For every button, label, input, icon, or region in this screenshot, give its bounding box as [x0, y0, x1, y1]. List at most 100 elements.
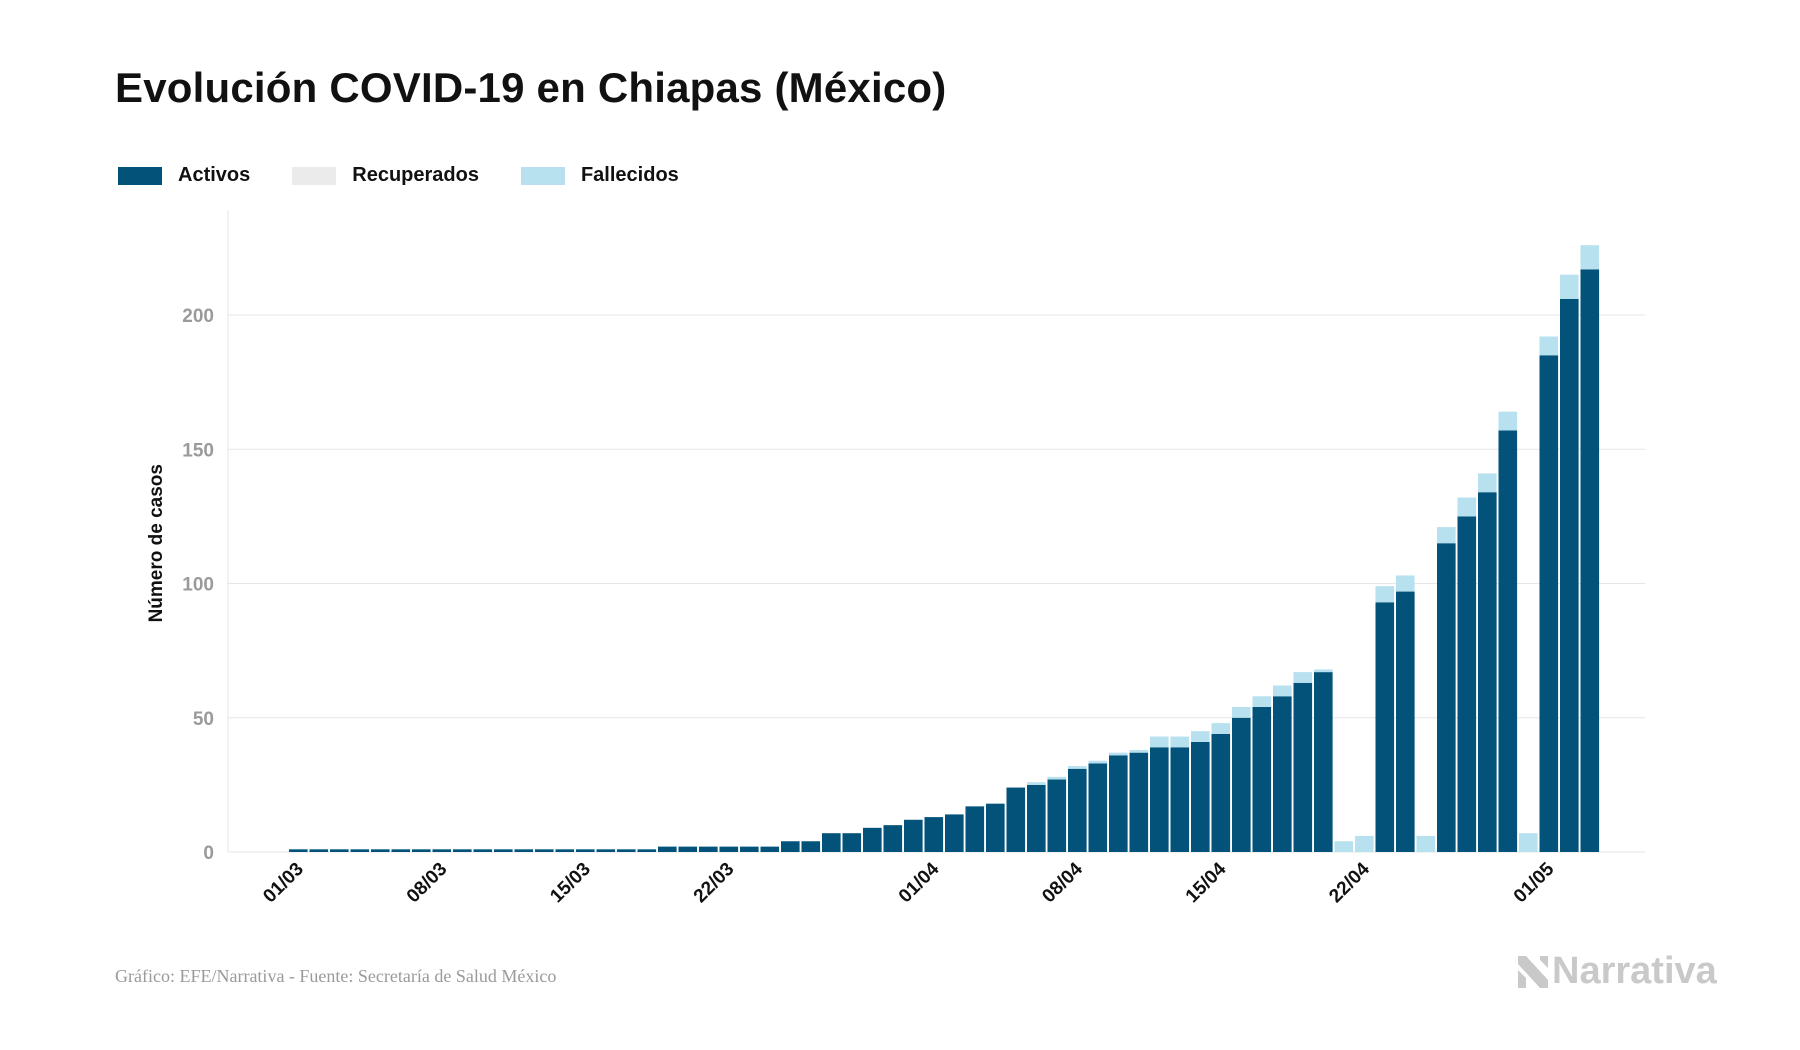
bar-fallecidos	[1416, 835, 1436, 852]
bar-activos	[863, 827, 882, 852]
bar-activos	[1437, 543, 1456, 852]
bar-activos	[1109, 755, 1128, 852]
legend-item-recuperados: Recuperados	[292, 164, 479, 187]
bar-fallecidos	[1539, 336, 1559, 356]
chart-title: Evolución COVID-19 en Chiapas (México)	[115, 64, 947, 111]
bar-activos	[904, 819, 923, 852]
legend: Activos Recuperados Fallecidos	[118, 164, 721, 187]
bar-activos	[1232, 717, 1251, 852]
bar-activos	[781, 841, 800, 852]
bar-fallecidos	[1068, 766, 1087, 769]
bar-activos	[801, 841, 821, 852]
bar-activos	[1314, 672, 1333, 852]
y-tick-label: 100	[182, 575, 214, 596]
legend-item-fallecidos: Fallecidos	[520, 164, 679, 187]
x-tick-label: 08/04	[1038, 858, 1087, 907]
bar-activos	[678, 846, 698, 852]
bar-activos	[1088, 763, 1108, 852]
bar-fallecidos	[1314, 669, 1333, 673]
bar-activos	[432, 849, 452, 852]
bar-activos	[658, 846, 677, 852]
x-tick-label: 01/05	[1510, 858, 1559, 907]
x-tick-label: 01/04	[895, 858, 944, 907]
bar-fallecidos	[1293, 672, 1313, 683]
bar-activos	[1191, 741, 1210, 852]
y-tick-label: 200	[182, 306, 214, 327]
bar-fallecidos	[1232, 707, 1251, 718]
legend-label-fallecidos: Fallecidos	[580, 164, 679, 186]
bar-activos	[637, 849, 657, 852]
bar-fallecidos	[1334, 841, 1354, 852]
bar-activos	[719, 846, 739, 852]
bar-activos	[494, 849, 513, 852]
bar-activos	[412, 849, 431, 852]
x-tick-label: 22/04	[1325, 858, 1374, 907]
bar-activos	[473, 849, 493, 852]
bar-activos	[1006, 787, 1026, 852]
bar-activos	[1396, 591, 1415, 852]
x-tick-label: 15/03	[546, 859, 594, 907]
bar-activos	[822, 833, 841, 852]
y-axis-title: Número de casos	[146, 464, 167, 622]
y-tick-label: 150	[182, 440, 214, 461]
bar-activos	[760, 846, 780, 852]
bar-fallecidos	[1273, 685, 1292, 697]
bar-activos	[986, 803, 1005, 852]
legend-label-recuperados: Recuperados	[352, 164, 479, 186]
bar-activos	[1580, 269, 1600, 853]
legend-swatch-recuperados	[292, 166, 337, 185]
legend-item-activos: Activos	[118, 164, 250, 187]
bar-activos	[883, 825, 903, 852]
bar-activos	[924, 817, 944, 852]
bar-activos	[350, 849, 370, 852]
bar-activos	[514, 849, 534, 852]
bar-activos	[1539, 355, 1559, 852]
bar-fallecidos	[1252, 696, 1272, 708]
bar-activos	[1150, 747, 1169, 852]
bar-activos	[535, 849, 554, 852]
bar-activos	[740, 846, 759, 852]
legend-swatch-activos	[118, 166, 162, 185]
bar-activos	[371, 849, 390, 852]
bar-activos	[1129, 752, 1149, 852]
bar-activos	[617, 849, 636, 852]
bar-activos	[330, 849, 349, 852]
bar-activos	[1498, 430, 1518, 852]
narrativa-brand: Narrativa	[1518, 950, 1717, 993]
bar-activos	[596, 849, 616, 852]
bar-fallecidos	[1170, 736, 1190, 748]
x-tick-label: 22/03	[690, 859, 738, 907]
bar-activos	[391, 849, 411, 852]
bar-fallecidos	[1129, 749, 1149, 753]
bar-fallecidos	[1047, 776, 1067, 780]
bar-activos	[555, 849, 575, 852]
bar-activos	[576, 849, 595, 852]
bar-fallecidos	[1437, 527, 1456, 544]
x-tick-label: 15/04	[1182, 858, 1231, 907]
bar-activos	[1211, 733, 1231, 852]
bar-fallecidos	[1027, 782, 1046, 785]
bar-activos	[699, 846, 718, 852]
bar-activos	[1068, 768, 1087, 852]
bar-activos	[1560, 298, 1579, 852]
source-note: Gráfico: EFE/Narrativa - Fuente: Secreta…	[115, 966, 557, 986]
bar-fallecidos	[1191, 731, 1210, 742]
bar-fallecidos	[1211, 723, 1231, 734]
bar-fallecidos	[1580, 245, 1600, 270]
y-tick-label: 50	[193, 709, 214, 730]
bar-fallecidos	[1560, 274, 1579, 299]
bar-activos	[1293, 682, 1313, 852]
bar-activos	[453, 849, 472, 852]
bar-fallecidos	[1150, 736, 1169, 748]
bar-activos	[1170, 747, 1190, 852]
bar-fallecidos	[1375, 586, 1395, 603]
bar-activos	[965, 806, 985, 852]
bar-activos	[289, 849, 308, 852]
x-tick-label: 08/03	[403, 859, 451, 907]
bar-fallecidos	[1457, 497, 1477, 517]
bar-activos	[1478, 492, 1497, 852]
y-tick-label: 0	[203, 843, 214, 864]
bar-activos	[1027, 784, 1046, 852]
bar-activos	[1375, 602, 1395, 852]
